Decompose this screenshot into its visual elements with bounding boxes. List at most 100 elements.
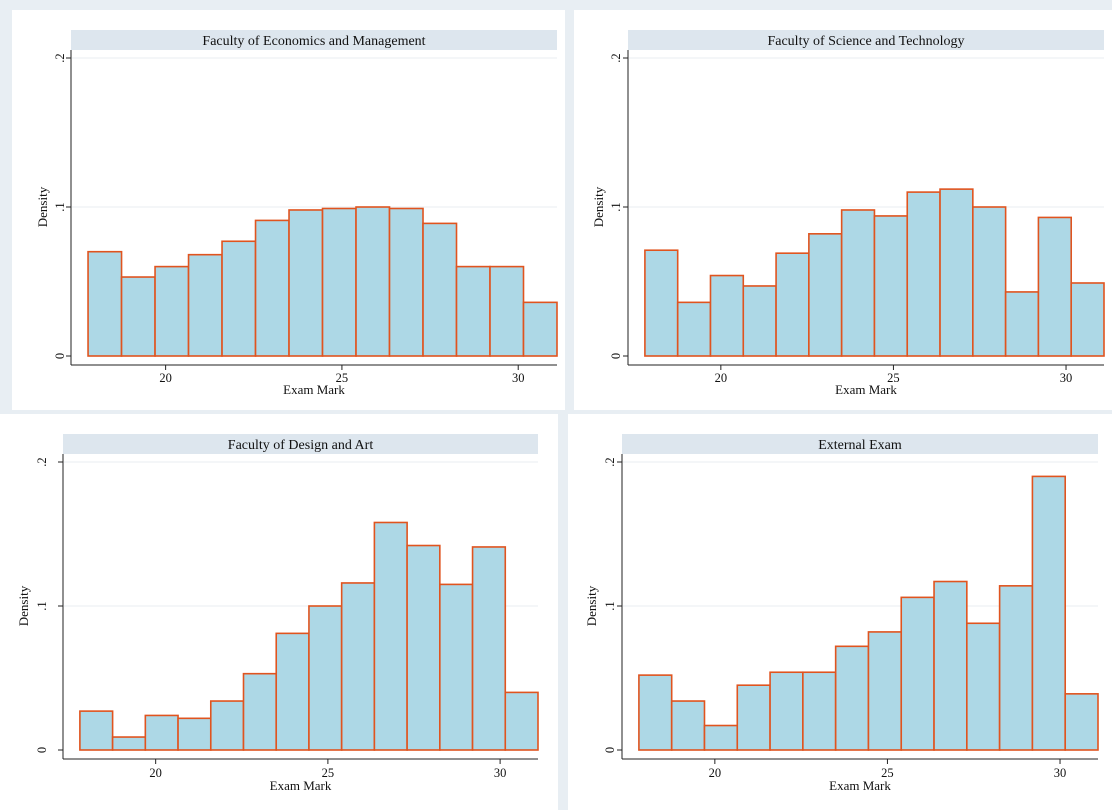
histogram-bar: [670, 700, 706, 751]
y-tick-label: 0: [53, 353, 67, 359]
histogram-bar: [808, 233, 843, 357]
histogram-bar: [489, 265, 525, 357]
histogram-bar: [1070, 282, 1105, 357]
y-axis-label: Density: [16, 585, 31, 626]
histogram-bar: [308, 605, 343, 751]
x-axis-label: Exam Mark: [283, 382, 345, 397]
y-tick-label: .2: [609, 53, 623, 62]
y-tick-label: .1: [35, 601, 49, 610]
chart-external-exam: External Exam 0 .1 .2 Density 20 25 30 Exam Mark: [584, 434, 1099, 793]
histogram-bar: [1004, 291, 1040, 357]
title-band: [63, 434, 538, 454]
x-axis-label: Exam Mark: [829, 778, 891, 793]
chart-design-art: Faculty of Design and Art 0 .1 .2 Density 20 2…: [16, 434, 539, 793]
histogram-bar: [1037, 216, 1073, 357]
histogram-bar: [406, 544, 441, 751]
x-tick-label: 30: [1060, 371, 1073, 385]
histogram-bar: [373, 521, 408, 751]
panel-economics-management: Faculty of Economics and Management 0 .1 .2…: [12, 10, 565, 410]
x-tick-label: 20: [149, 766, 162, 780]
x-tick-label: 20: [715, 371, 728, 385]
histogram-bar: [742, 285, 777, 357]
histogram-bar: [522, 301, 558, 357]
x-tick-label: 25: [336, 371, 349, 385]
histogram-bar: [1064, 693, 1099, 751]
histogram-bar: [439, 583, 474, 751]
histogram-bar: [111, 736, 147, 751]
panel-science-technology: Faculty of Science and Technology 0 .1 .2 De…: [574, 10, 1112, 410]
histogram-bar: [355, 206, 391, 357]
y-tick-label: .1: [603, 601, 617, 610]
histogram-bar: [873, 215, 909, 357]
y-tick-label: .2: [603, 457, 617, 466]
histogram-bar: [775, 252, 810, 357]
y-tick-label: .2: [53, 53, 67, 62]
y-tick-label: 0: [603, 747, 617, 753]
histogram-bar: [998, 585, 1034, 751]
histogram-bar: [187, 253, 223, 357]
histogram-bar: [455, 265, 491, 357]
histogram-bar: [275, 632, 310, 751]
histogram-bar: [939, 188, 974, 357]
title-band: [628, 30, 1104, 50]
histogram-bar: [638, 674, 673, 751]
title-band: [622, 434, 1098, 454]
histogram-bar: [471, 546, 507, 751]
x-tick-label: 20: [709, 766, 722, 780]
histogram-bar: [802, 671, 837, 751]
y-tick-label: .1: [609, 202, 623, 211]
histogram-bar: [87, 250, 123, 357]
x-tick-label: 25: [887, 371, 900, 385]
y-tick-label: 0: [35, 747, 49, 753]
histogram-bar: [703, 724, 739, 751]
histogram-bar: [644, 249, 679, 357]
histogram-bar: [504, 691, 539, 751]
histogram-bar: [900, 596, 935, 751]
histogram-bar: [288, 209, 324, 357]
histogram-bar: [1031, 475, 1067, 751]
histogram-bar: [209, 700, 245, 751]
histogram-bar: [242, 672, 278, 751]
x-tick-label: 30: [494, 766, 507, 780]
x-tick-label: 30: [1054, 766, 1067, 780]
chart-science-technology: Faculty of Science and Technology 0 .1 .2 De…: [591, 30, 1105, 397]
histogram-bar: [120, 276, 156, 357]
chart-title: Faculty of Economics and Management: [202, 34, 425, 49]
histogram-bar: [177, 717, 212, 751]
x-tick-label: 20: [159, 371, 172, 385]
x-tick-label: 25: [322, 766, 335, 780]
histogram-bar: [769, 671, 804, 751]
chart-title: Faculty of Science and Technology: [767, 34, 964, 49]
histogram-bar: [340, 582, 376, 751]
histogram-bar: [709, 274, 745, 357]
y-tick-label: 0: [609, 353, 623, 359]
histogram-bar: [867, 631, 903, 751]
chart-title: Faculty of Design and Art: [228, 438, 374, 453]
chart-economics-management: Faculty of Economics and Management 0 .1 .2…: [35, 30, 558, 397]
x-tick-label: 30: [512, 371, 525, 385]
histogram-bar: [840, 209, 876, 357]
histogram-bar: [966, 622, 1001, 751]
histogram-bar: [388, 207, 424, 357]
histogram-bar: [144, 714, 179, 751]
histogram-bar: [906, 191, 941, 357]
histogram-bar: [972, 206, 1007, 357]
x-tick-label: 25: [881, 766, 894, 780]
y-axis-label: Density: [584, 585, 599, 626]
panel-design-art: Faculty of Design and Art 0 .1 .2 Density 20 2…: [0, 414, 558, 810]
chart-title: External Exam: [818, 438, 902, 453]
y-tick-label: .2: [35, 457, 49, 466]
histogram-bar: [933, 580, 968, 751]
x-axis-label: Exam Mark: [835, 382, 897, 397]
histogram-bar: [736, 684, 771, 751]
x-axis-label: Exam Mark: [270, 778, 332, 793]
y-axis-label: Density: [591, 186, 606, 227]
panel-external-exam: External Exam 0 .1 .2 Density 20 25 30 Exam Mark: [568, 414, 1112, 810]
histogram-bar: [79, 710, 114, 751]
histogram-bar: [422, 222, 458, 357]
histogram-bar: [254, 219, 290, 357]
title-band: [71, 30, 557, 50]
y-axis-label: Density: [35, 186, 50, 227]
y-tick-label: .1: [53, 202, 67, 211]
histogram-bar: [154, 265, 190, 357]
